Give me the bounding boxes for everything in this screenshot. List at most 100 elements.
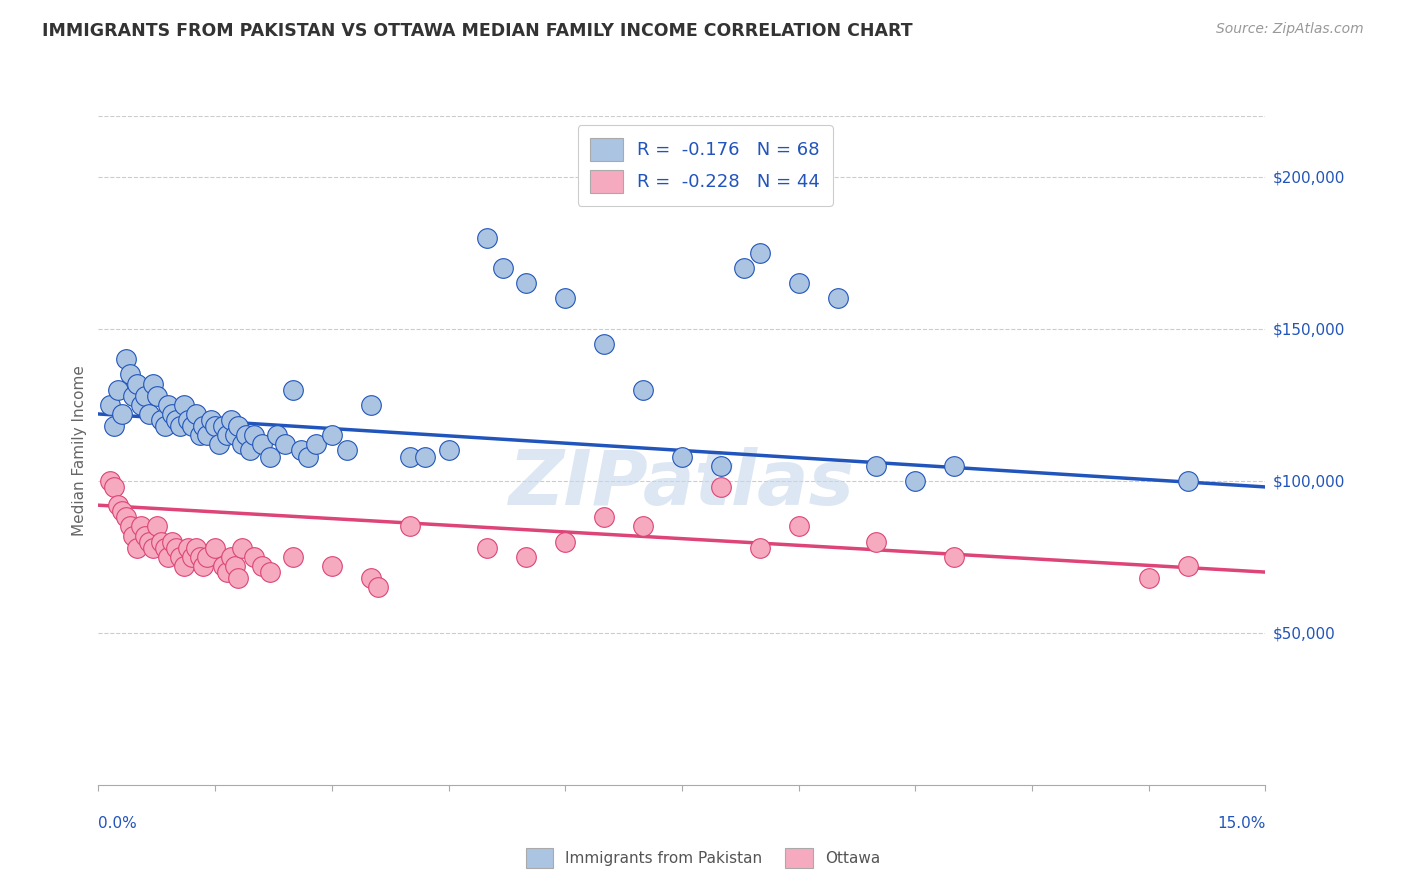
Point — [193, 419, 215, 434]
Legend: R =  -0.176   N = 68, R =  -0.228   N = 44: R = -0.176 N = 68, R = -0.228 N = 44 — [578, 125, 832, 206]
Legend: Immigrants from Pakistan, Ottawa: Immigrants from Pakistan, Ottawa — [517, 840, 889, 875]
Point — [239, 443, 262, 458]
Point — [184, 407, 207, 421]
Point — [787, 519, 810, 533]
Point — [204, 541, 226, 555]
Point — [827, 292, 849, 306]
Text: ZIPatlas: ZIPatlas — [509, 447, 855, 521]
Point — [710, 458, 733, 473]
Point — [118, 368, 141, 382]
Point — [138, 534, 160, 549]
Point — [477, 541, 499, 555]
Point — [103, 419, 125, 434]
Point — [281, 383, 304, 397]
Point — [129, 398, 152, 412]
Point — [188, 428, 211, 442]
Point — [710, 480, 733, 494]
Point — [118, 519, 141, 533]
Point — [231, 541, 253, 555]
Point — [733, 260, 755, 275]
Point — [360, 398, 382, 412]
Point — [259, 450, 281, 464]
Point — [127, 541, 149, 555]
Point — [492, 260, 515, 275]
Point — [865, 458, 887, 473]
Point — [224, 559, 246, 574]
Point — [114, 510, 136, 524]
Point — [111, 407, 134, 421]
Point — [111, 504, 134, 518]
Point — [103, 480, 125, 494]
Point — [321, 428, 343, 442]
Point — [98, 474, 121, 488]
Point — [162, 534, 184, 549]
Point — [219, 413, 242, 427]
Point — [208, 437, 231, 451]
Point — [748, 541, 770, 555]
Point — [281, 549, 304, 564]
Point — [173, 559, 195, 574]
Point — [243, 428, 266, 442]
Point — [360, 571, 382, 585]
Point — [398, 519, 420, 533]
Point — [671, 450, 693, 464]
Point — [321, 559, 343, 574]
Point — [153, 541, 176, 555]
Point — [235, 428, 257, 442]
Point — [1137, 571, 1160, 585]
Point — [157, 549, 180, 564]
Point — [157, 398, 180, 412]
Point — [212, 559, 235, 574]
Point — [122, 528, 145, 542]
Point — [515, 277, 537, 291]
Point — [169, 419, 191, 434]
Point — [149, 534, 172, 549]
Point — [193, 559, 215, 574]
Y-axis label: Median Family Income: Median Family Income — [72, 365, 87, 536]
Point — [1177, 474, 1199, 488]
Point — [228, 419, 250, 434]
Point — [865, 534, 887, 549]
Point — [107, 498, 129, 512]
Point — [127, 376, 149, 391]
Point — [224, 428, 246, 442]
Point — [162, 407, 184, 421]
Point — [98, 398, 121, 412]
Point — [153, 419, 176, 434]
Point — [165, 413, 187, 427]
Point — [228, 571, 250, 585]
Point — [748, 245, 770, 260]
Point — [195, 549, 218, 564]
Point — [943, 549, 966, 564]
Point — [122, 389, 145, 403]
Point — [336, 443, 359, 458]
Point — [631, 519, 654, 533]
Point — [515, 549, 537, 564]
Point — [1177, 559, 1199, 574]
Point — [173, 398, 195, 412]
Point — [259, 565, 281, 579]
Point — [142, 541, 165, 555]
Point — [250, 437, 273, 451]
Point — [114, 352, 136, 367]
Point — [554, 292, 576, 306]
Point — [134, 389, 156, 403]
Point — [200, 413, 222, 427]
Point — [305, 437, 328, 451]
Point — [231, 437, 253, 451]
Point — [204, 419, 226, 434]
Point — [129, 519, 152, 533]
Point — [134, 528, 156, 542]
Text: IMMIGRANTS FROM PAKISTAN VS OTTAWA MEDIAN FAMILY INCOME CORRELATION CHART: IMMIGRANTS FROM PAKISTAN VS OTTAWA MEDIA… — [42, 22, 912, 40]
Point — [142, 376, 165, 391]
Point — [180, 419, 202, 434]
Point — [212, 419, 235, 434]
Point — [477, 230, 499, 244]
Point — [215, 565, 238, 579]
Text: Source: ZipAtlas.com: Source: ZipAtlas.com — [1216, 22, 1364, 37]
Point — [219, 549, 242, 564]
Point — [904, 474, 927, 488]
Point — [184, 541, 207, 555]
Point — [243, 549, 266, 564]
Point — [146, 519, 169, 533]
